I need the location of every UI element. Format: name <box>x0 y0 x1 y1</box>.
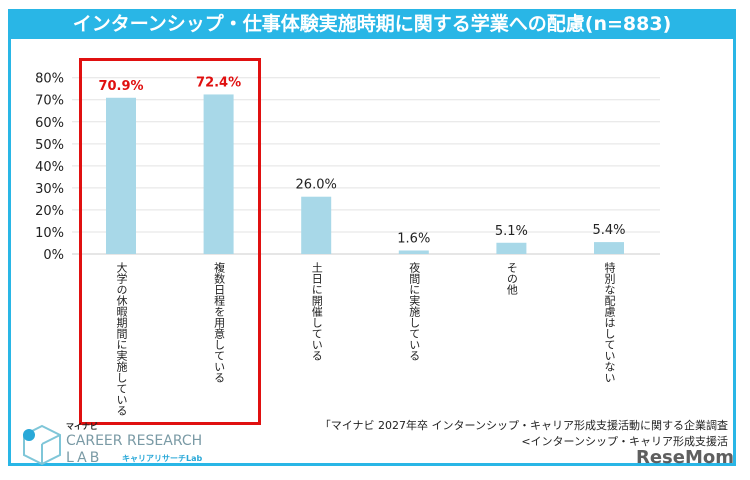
data-label: 72.4% <box>196 75 241 90</box>
category-label: 複数日程を用意している <box>212 262 226 383</box>
y-tick-label: 70% <box>35 94 64 109</box>
y-tick-label: 50% <box>35 138 64 153</box>
bar <box>496 242 527 254</box>
data-label: 5.4% <box>592 223 625 238</box>
category-label: その他 <box>505 262 519 295</box>
y-tick-label: 10% <box>35 226 64 241</box>
bar <box>398 250 429 254</box>
career-research-lab-logo: マイナビ CAREER RESEARCH LAB キャリアリサーチLab <box>22 422 282 466</box>
y-tick-label: 0% <box>43 248 64 263</box>
chart-title: インターンシップ・仕事体験実施時期に関する学業への配慮(n=883) <box>8 9 736 39</box>
data-label: 1.6% <box>397 231 430 246</box>
y-tick-label: 40% <box>35 160 64 175</box>
source-line2: <インターンシップ・キャリア形成支援活 <box>521 435 728 448</box>
logo-brand: マイナビ <box>66 422 98 431</box>
category-label: 特別な配慮はしていない <box>603 262 616 383</box>
y-tick-label: 20% <box>35 204 64 219</box>
category-label: 大学の休暇期間に実施している <box>115 262 128 416</box>
y-tick-label: 60% <box>35 116 64 131</box>
logo-line2: LAB <box>66 450 103 466</box>
data-label: 5.1% <box>495 224 528 239</box>
resemom-watermark: ReseMom <box>635 447 734 468</box>
bar <box>301 196 332 254</box>
logo-sub: キャリアリサーチLab <box>122 454 203 463</box>
bar <box>594 242 624 254</box>
y-tick-label: 80% <box>35 72 64 87</box>
highlight-box <box>79 58 261 425</box>
logo-line1: CAREER RESEARCH <box>66 433 203 449</box>
logo-cube-icon <box>23 424 61 466</box>
bar <box>106 97 136 255</box>
data-label: 70.9% <box>98 79 143 94</box>
data-label: 26.0% <box>296 178 337 193</box>
y-tick-label: 30% <box>35 182 64 197</box>
source-note: 「マイナビ 2027年卒 インターンシップ・キャリア形成支援活動に関する企業調査… <box>320 418 728 450</box>
category-label: 土日に開催している <box>310 262 324 361</box>
category-label: 夜間に実施している <box>407 262 421 361</box>
source-line1: 「マイナビ 2027年卒 インターンシップ・キャリア形成支援活動に関する企業調査 <box>319 419 728 432</box>
bar <box>203 94 234 254</box>
